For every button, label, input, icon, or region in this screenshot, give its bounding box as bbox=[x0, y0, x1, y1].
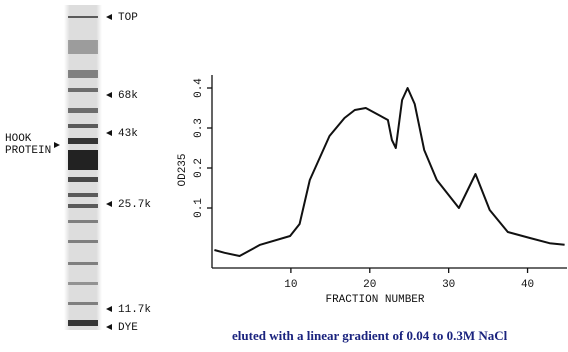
gel-marker: 43k bbox=[118, 128, 138, 140]
y-tick-label: 0.4 bbox=[193, 78, 205, 98]
data-line bbox=[214, 88, 564, 256]
y-axis-label: OD235 bbox=[177, 153, 189, 186]
gel-marker: DYE bbox=[118, 322, 138, 334]
caption: eluted with a linear gradient of 0.04 to… bbox=[232, 328, 508, 343]
x-tick-label: 40 bbox=[521, 279, 534, 291]
hook-label: PROTEIN bbox=[5, 145, 51, 157]
hook-label: HOOK bbox=[5, 133, 32, 145]
x-tick-label: 30 bbox=[442, 279, 455, 291]
gel: TOP 68k 43k 25.7k 11.7k DYE HOOK PROTEIN bbox=[5, 5, 151, 334]
gel-marker: 25.7k bbox=[118, 199, 151, 211]
figure: TOP 68k 43k 25.7k 11.7k DYE HOOK PROTEIN… bbox=[0, 0, 568, 352]
y-tick-label: 0.3 bbox=[193, 118, 205, 138]
x-tick-label: 10 bbox=[284, 279, 297, 291]
gel-marker: TOP bbox=[118, 12, 138, 24]
y-tick-label: 0.1 bbox=[193, 198, 205, 218]
x-axis-label: FRACTION NUMBER bbox=[325, 294, 424, 306]
gel-marker: 68k bbox=[118, 90, 138, 102]
y-tick-label: 0.2 bbox=[193, 158, 205, 178]
gel-marker: 11.7k bbox=[118, 304, 151, 316]
x-tick-label: 20 bbox=[363, 279, 376, 291]
